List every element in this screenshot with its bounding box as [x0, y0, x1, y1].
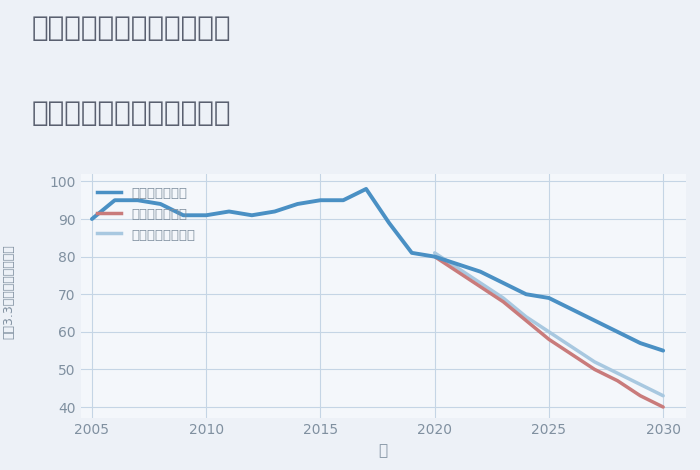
- Text: 平（3.3㎡）単価（万円）: 平（3.3㎡）単価（万円）: [2, 244, 15, 339]
- Text: 三重県松阪市飯高町加波の: 三重県松阪市飯高町加波の: [32, 14, 231, 42]
- Text: 中古マンションの価格推移: 中古マンションの価格推移: [32, 99, 231, 127]
- Legend: グッドシナリオ, バッドシナリオ, ノーマルシナリオ: グッドシナリオ, バッドシナリオ, ノーマルシナリオ: [93, 183, 200, 246]
- X-axis label: 年: 年: [379, 443, 388, 458]
